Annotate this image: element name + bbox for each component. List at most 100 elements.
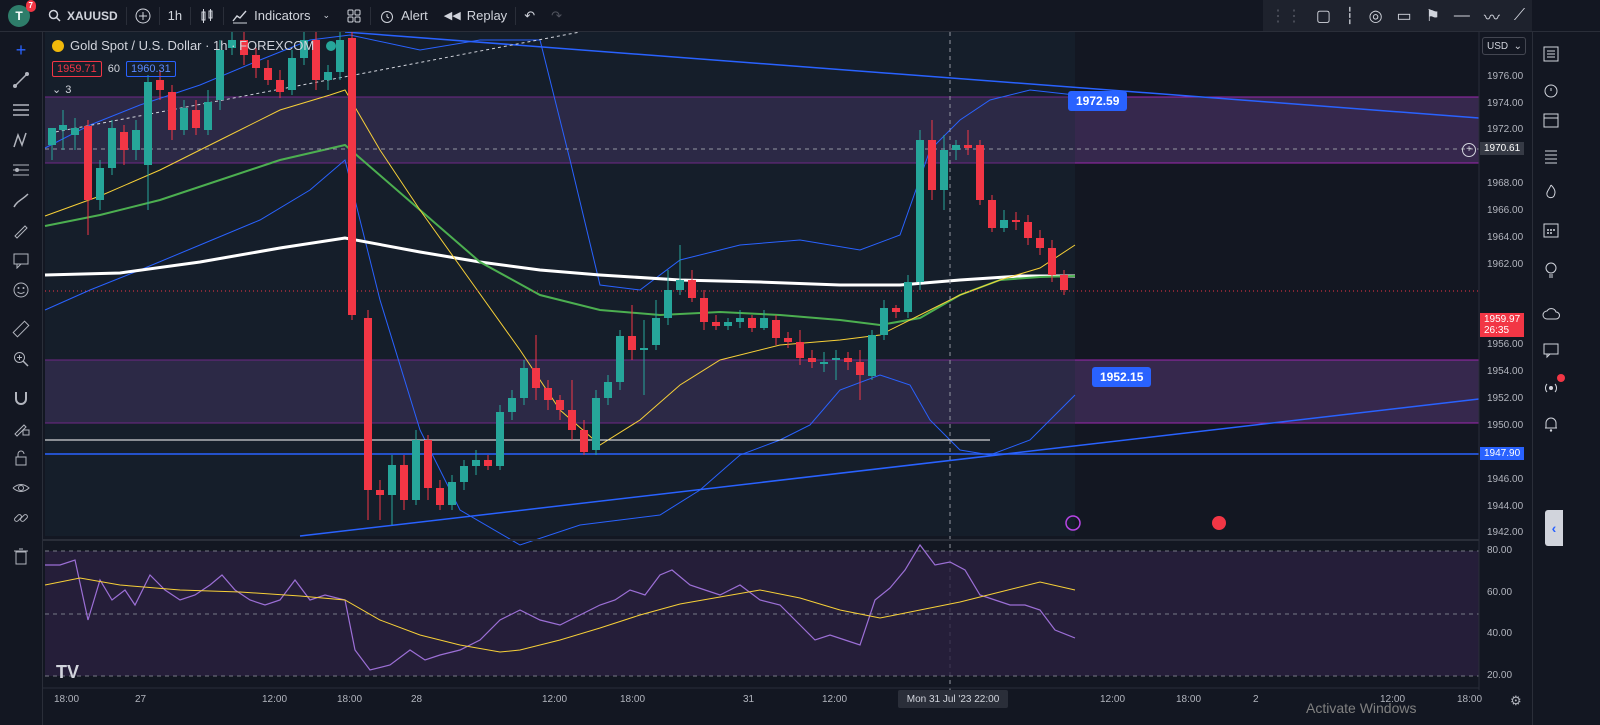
candle-body: [348, 38, 356, 315]
trash-icon[interactable]: [9, 544, 33, 568]
windows-watermark: Activate Windows: [1306, 700, 1417, 716]
flag-tool-icon[interactable]: ⚑: [1425, 7, 1440, 25]
currency-select[interactable]: USD ⌄: [1482, 37, 1526, 55]
alert-button[interactable]: Alert: [371, 0, 436, 31]
price-tick: 1942.00: [1487, 527, 1524, 538]
ideas-icon[interactable]: [1539, 258, 1563, 282]
lower-trendline[interactable]: [299, 398, 1480, 537]
magnet-icon[interactable]: [9, 386, 33, 410]
replay-button[interactable]: ◀◀ Replay: [443, 8, 508, 23]
horizontal-lines-icon[interactable]: [9, 98, 33, 122]
brush-icon[interactable]: [9, 188, 33, 212]
add-alert-plus-icon[interactable]: +: [1462, 143, 1476, 157]
time-tick: 18:00: [1176, 694, 1202, 705]
calendar-icon[interactable]: [1539, 108, 1563, 132]
candle-body: [760, 318, 768, 328]
support-zone[interactable]: [45, 360, 1479, 423]
callout-tool-icon[interactable]: ▭: [1396, 7, 1412, 25]
candle-body: [988, 200, 996, 228]
buy-price[interactable]: 1960.31: [126, 61, 176, 77]
interval-button[interactable]: 1h: [167, 8, 183, 23]
search-icon: [48, 9, 61, 22]
streams-icon[interactable]: [1539, 374, 1565, 400]
compare-button[interactable]: [127, 0, 159, 31]
candle-body: [568, 410, 576, 430]
emoji-icon[interactable]: [9, 278, 33, 302]
bell-icon[interactable]: [1539, 412, 1563, 436]
candles-group: [48, 32, 1068, 525]
watchlist-icon[interactable]: [1539, 42, 1563, 66]
collapse-panel-button[interactable]: ‹: [1545, 510, 1563, 546]
price-tick: 1972.00: [1487, 124, 1524, 135]
notes-icon[interactable]: [1539, 144, 1563, 168]
upper-trendline[interactable]: [344, 32, 1480, 119]
candle-body: [508, 398, 516, 412]
candle-body: [1000, 220, 1008, 228]
candle-body: [312, 40, 320, 80]
settings-gear-icon[interactable]: ⚙: [1510, 693, 1522, 708]
fib-icon[interactable]: [9, 158, 33, 182]
resistance-zone[interactable]: [45, 97, 1479, 163]
layout-button[interactable]: [338, 0, 370, 31]
candle-body: [120, 132, 128, 150]
rectangle-tool-icon[interactable]: ▢: [1315, 7, 1332, 25]
eye-icon[interactable]: [326, 40, 337, 51]
lock-draw-icon[interactable]: [9, 416, 33, 440]
lock-icon[interactable]: [9, 446, 33, 470]
chart-type-button[interactable]: [191, 0, 223, 31]
chat-icon[interactable]: [1539, 338, 1563, 362]
callout-lower[interactable]: 1952.15: [1092, 367, 1152, 387]
horizontal-ray-tool-icon[interactable]: —: [1453, 6, 1470, 24]
trend-tool-icon[interactable]: ⟋: [1513, 6, 1526, 24]
candle-body: [712, 322, 720, 326]
cloud-icon[interactable]: [1539, 302, 1563, 326]
candle-body: [868, 335, 876, 376]
event-flash-icon[interactable]: [1065, 515, 1081, 531]
tradingview-logo[interactable]: TV: [56, 662, 80, 682]
indicators-button[interactable]: Indicators ⌄: [224, 0, 338, 31]
eye-icon[interactable]: [9, 476, 33, 500]
symbol-search[interactable]: XAUUSD: [40, 0, 126, 31]
indicator-toggle[interactable]: ⌄ 3: [52, 83, 72, 97]
sell-price[interactable]: 1959.71: [52, 61, 102, 77]
zoom-icon[interactable]: [9, 347, 33, 371]
text-note-icon[interactable]: [9, 248, 33, 272]
time-tick: 12:00: [822, 694, 848, 705]
live-dot: [1557, 374, 1565, 382]
target-tool-icon[interactable]: ◎: [1368, 7, 1383, 25]
price-chart[interactable]: [43, 32, 1531, 725]
drag-handle-icon[interactable]: ⋮⋮: [1269, 7, 1302, 25]
candle-body: [336, 40, 344, 72]
trendline-icon[interactable]: [9, 68, 33, 92]
divider: [158, 6, 160, 25]
hotlists-icon[interactable]: [1539, 180, 1563, 204]
candle-body: [388, 465, 396, 495]
redo-button[interactable]: ↷: [543, 0, 570, 31]
event-flag-icon[interactable]: [1212, 516, 1226, 530]
link-icon[interactable]: [9, 506, 33, 530]
crosshair-icon[interactable]: +: [15, 39, 27, 60]
callout-upper[interactable]: 1972.59: [1068, 91, 1128, 111]
vertical-line-tool-icon[interactable]: ┆: [1345, 7, 1355, 25]
candle-body: [928, 140, 936, 190]
candle-body: [676, 280, 684, 290]
plus-circle-icon: [135, 8, 151, 23]
candle-body: [264, 68, 272, 80]
divider: [190, 6, 192, 25]
pen-icon[interactable]: [9, 218, 33, 242]
candle-body: [228, 40, 236, 48]
candle-body: [1060, 275, 1068, 290]
pitchfork-icon[interactable]: [9, 128, 33, 152]
ma-20-line: [44, 89, 1076, 446]
path-tool-icon[interactable]: 〰: [1483, 9, 1500, 27]
alerts-clock-icon[interactable]: [1539, 78, 1563, 102]
ma-50-line: [44, 143, 1076, 327]
chevron-down-icon: ⌄: [52, 84, 62, 96]
calendar-grid-icon[interactable]: [1539, 218, 1563, 242]
candle-body: [96, 168, 104, 200]
undo-icon: ↶: [524, 7, 536, 23]
ruler-icon[interactable]: [9, 317, 33, 341]
price-tick: 1954.00: [1487, 366, 1524, 377]
undo-button[interactable]: ↶: [516, 0, 543, 31]
